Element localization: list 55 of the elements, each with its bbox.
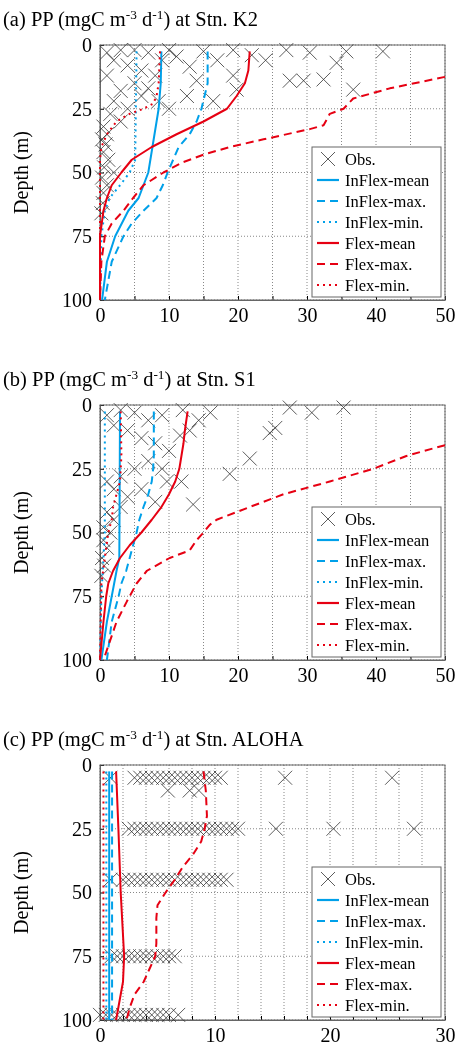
y-tick-label: 50 — [72, 521, 92, 544]
legend-label: Flex-max. — [345, 615, 413, 634]
legend-label: Obs. — [345, 870, 376, 889]
x-tick-label: 40 — [366, 304, 387, 327]
y-tick-label: 0 — [82, 753, 92, 776]
chart-title: (b) PP (mgC m$^{-3}$ d$^{-1}$) at Stn. S1 — [3, 366, 256, 391]
x-tick-label: 10 — [159, 304, 180, 327]
x-tick-label: 30 — [297, 664, 318, 687]
chart-title: (c) PP (mgC m$^{-3}$ d$^{-1}$) at Stn. ALOHA — [3, 726, 304, 751]
y-tick-label: 75 — [72, 225, 92, 248]
y-axis-title: Depth (m) — [10, 491, 33, 574]
legend-label: Flex-max. — [345, 255, 413, 274]
y-tick-label: 100 — [62, 1008, 92, 1031]
y-tick-label: 100 — [62, 288, 92, 311]
x-tick-label: 30 — [435, 1024, 456, 1047]
x-tick-label: 10 — [159, 664, 180, 687]
y-tick-label: 75 — [72, 945, 92, 968]
x-tick-label: 50 — [435, 664, 456, 687]
x-tick-label: 20 — [228, 664, 249, 687]
x-tick-label: 40 — [366, 664, 387, 687]
legend-label: Obs. — [345, 150, 376, 169]
legend-label: InFlex-min. — [345, 933, 424, 952]
legend-label: Obs. — [345, 510, 376, 529]
chart-title: (a) PP (mgC m$^{-3}$ d$^{-1}$) at Stn. K2 — [3, 6, 258, 31]
y-tick-label: 0 — [82, 393, 92, 416]
y-axis-title: Depth (m) — [10, 131, 33, 214]
x-tick-label: 20 — [320, 1024, 341, 1047]
x-tick-label: 50 — [435, 304, 456, 327]
legend-label: Flex-mean — [345, 234, 416, 253]
y-axis-title: Depth (m) — [10, 851, 33, 934]
y-tick-label: 25 — [72, 817, 92, 840]
x-tick-label: 20 — [228, 304, 249, 327]
legend-label: InFlex-mean — [345, 171, 430, 190]
legend-label: InFlex-max. — [345, 192, 427, 211]
y-tick-label: 50 — [72, 881, 92, 904]
legend-label: Flex-max. — [345, 975, 413, 994]
y-tick-label: 25 — [72, 97, 92, 120]
legend-label: InFlex-max. — [345, 912, 427, 931]
y-tick-label: 50 — [72, 161, 92, 184]
legend-label: InFlex-mean — [345, 531, 430, 550]
y-tick-label: 0 — [82, 33, 92, 56]
legend-label: InFlex-min. — [345, 573, 424, 592]
legend-label: Flex-mean — [345, 594, 416, 613]
legend-label: Flex-mean — [345, 954, 416, 973]
x-tick-label: 30 — [297, 304, 318, 327]
legend-label: InFlex-max. — [345, 552, 427, 571]
legend-label: Flex-min. — [345, 276, 410, 295]
y-tick-label: 75 — [72, 585, 92, 608]
y-tick-label: 25 — [72, 457, 92, 480]
y-tick-label: 100 — [62, 648, 92, 671]
legend-label: InFlex-min. — [345, 213, 424, 232]
legend-label: Flex-min. — [345, 996, 410, 1015]
legend-label: Flex-min. — [345, 636, 410, 655]
legend-label: InFlex-mean — [345, 891, 430, 910]
x-tick-label: 10 — [205, 1024, 226, 1047]
